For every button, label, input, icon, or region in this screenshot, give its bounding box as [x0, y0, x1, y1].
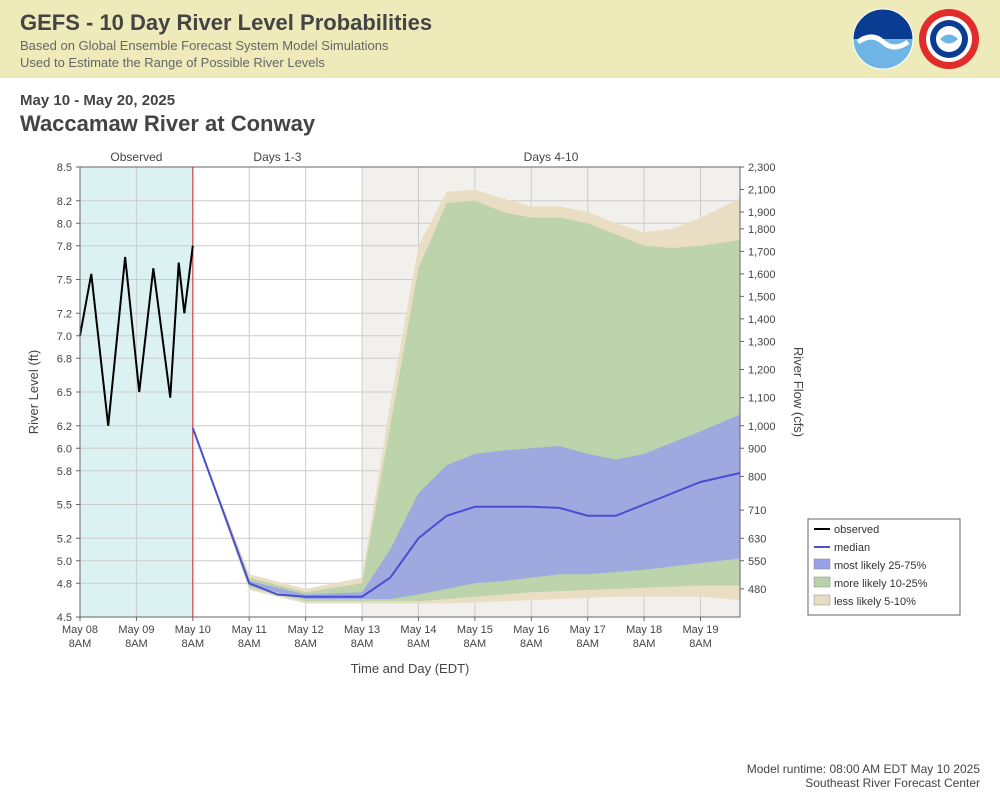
svg-text:May 18: May 18 — [626, 624, 662, 636]
svg-text:7.8: 7.8 — [57, 241, 72, 253]
svg-text:median: median — [834, 542, 870, 554]
svg-text:800: 800 — [748, 471, 766, 483]
svg-text:2,100: 2,100 — [748, 185, 776, 197]
svg-text:1,700: 1,700 — [748, 246, 776, 258]
model-runtime: Model runtime: 08:00 AM EDT May 10 2025 — [747, 762, 980, 776]
svg-text:8AM: 8AM — [576, 638, 599, 650]
svg-text:7.0: 7.0 — [57, 331, 72, 343]
svg-text:8AM: 8AM — [464, 638, 487, 650]
river-chart: Observed Days 1-3 Days 4-10 4.5 4.8 5.0 5.2 5.5… — [20, 137, 980, 697]
svg-text:1,800: 1,800 — [748, 224, 776, 236]
svg-text:8AM: 8AM — [689, 638, 712, 650]
svg-text:8AM: 8AM — [294, 638, 317, 650]
svg-text:May 14: May 14 — [400, 624, 436, 636]
svg-text:1,600: 1,600 — [748, 269, 776, 281]
svg-text:less likely 5-10%: less likely 5-10% — [834, 596, 916, 608]
svg-text:5.0: 5.0 — [57, 556, 72, 568]
svg-text:Observed: Observed — [110, 150, 162, 164]
date-range: May 10 - May 20, 2025 — [20, 92, 980, 109]
svg-text:1,500: 1,500 — [748, 291, 776, 303]
svg-text:7.5: 7.5 — [57, 275, 72, 287]
svg-text:1,000: 1,000 — [748, 421, 776, 433]
svg-text:May 15: May 15 — [457, 624, 493, 636]
svg-text:710: 710 — [748, 505, 766, 517]
svg-text:1,300: 1,300 — [748, 336, 776, 348]
subheader: May 10 - May 20, 2025 Waccamaw River at … — [0, 78, 1000, 137]
svg-text:5.5: 5.5 — [57, 500, 72, 512]
svg-text:7.2: 7.2 — [57, 308, 72, 320]
svg-text:River Level (ft): River Level (ft) — [26, 350, 41, 435]
svg-text:630: 630 — [748, 533, 766, 545]
svg-text:8.2: 8.2 — [57, 196, 72, 208]
nws-logo-icon — [918, 8, 980, 70]
svg-text:2,300: 2,300 — [748, 162, 776, 174]
svg-text:May 12: May 12 — [288, 624, 324, 636]
svg-text:observed: observed — [834, 524, 879, 536]
svg-text:8AM: 8AM — [351, 638, 374, 650]
svg-text:River Flow (cfs): River Flow (cfs) — [791, 347, 806, 437]
subtitle-1: Based on Global Ensemble Forecast System… — [20, 38, 980, 53]
svg-text:480: 480 — [748, 584, 766, 596]
svg-text:1,200: 1,200 — [748, 365, 776, 377]
svg-text:Days 1-3: Days 1-3 — [253, 150, 301, 164]
svg-text:5.8: 5.8 — [57, 466, 72, 478]
svg-text:900: 900 — [748, 443, 766, 455]
logos-container — [852, 8, 980, 70]
svg-text:May 08: May 08 — [62, 624, 98, 636]
svg-text:8AM: 8AM — [520, 638, 543, 650]
subtitle-2: Used to Estimate the Range of Possible R… — [20, 55, 980, 70]
header-banner: GEFS - 10 Day River Level Probabilities … — [0, 0, 1000, 78]
source-center: Southeast River Forecast Center — [747, 776, 980, 790]
svg-text:8.5: 8.5 — [57, 162, 72, 174]
noaa-logo-icon — [852, 8, 914, 70]
svg-text:8AM: 8AM — [238, 638, 261, 650]
svg-text:May 17: May 17 — [570, 624, 606, 636]
svg-text:6.0: 6.0 — [57, 443, 72, 455]
svg-text:6.5: 6.5 — [57, 387, 72, 399]
svg-text:8AM: 8AM — [69, 638, 92, 650]
svg-text:May 10: May 10 — [175, 624, 211, 636]
location-title: Waccamaw River at Conway — [20, 111, 980, 137]
svg-text:8.0: 8.0 — [57, 218, 72, 230]
svg-text:1,900: 1,900 — [748, 207, 776, 219]
svg-text:Time and Day (EDT): Time and Day (EDT) — [351, 661, 470, 676]
svg-text:8AM: 8AM — [125, 638, 148, 650]
svg-text:1,100: 1,100 — [748, 393, 776, 405]
footer: Model runtime: 08:00 AM EDT May 10 2025 … — [747, 762, 980, 790]
svg-text:4.8: 4.8 — [57, 578, 72, 590]
svg-text:550: 550 — [748, 556, 766, 568]
svg-text:1,400: 1,400 — [748, 314, 776, 326]
svg-text:May 19: May 19 — [682, 624, 718, 636]
svg-text:Days 4-10: Days 4-10 — [524, 150, 579, 164]
svg-text:May 11: May 11 — [232, 624, 267, 636]
svg-text:6.2: 6.2 — [57, 421, 72, 433]
svg-text:May 16: May 16 — [513, 624, 549, 636]
chart-container: Observed Days 1-3 Days 4-10 4.5 4.8 5.0 5.2 5.5… — [20, 137, 980, 702]
svg-text:May 13: May 13 — [344, 624, 380, 636]
svg-text:8AM: 8AM — [633, 638, 656, 650]
page-title: GEFS - 10 Day River Level Probabilities — [20, 10, 980, 36]
svg-text:4.5: 4.5 — [57, 612, 72, 624]
svg-text:8AM: 8AM — [407, 638, 430, 650]
svg-text:8AM: 8AM — [182, 638, 205, 650]
svg-text:5.2: 5.2 — [57, 533, 72, 545]
svg-text:most likely 25-75%: most likely 25-75% — [834, 560, 927, 572]
svg-text:6.8: 6.8 — [57, 353, 72, 365]
svg-text:more likely 10-25%: more likely 10-25% — [834, 578, 928, 590]
svg-text:May 09: May 09 — [118, 624, 154, 636]
